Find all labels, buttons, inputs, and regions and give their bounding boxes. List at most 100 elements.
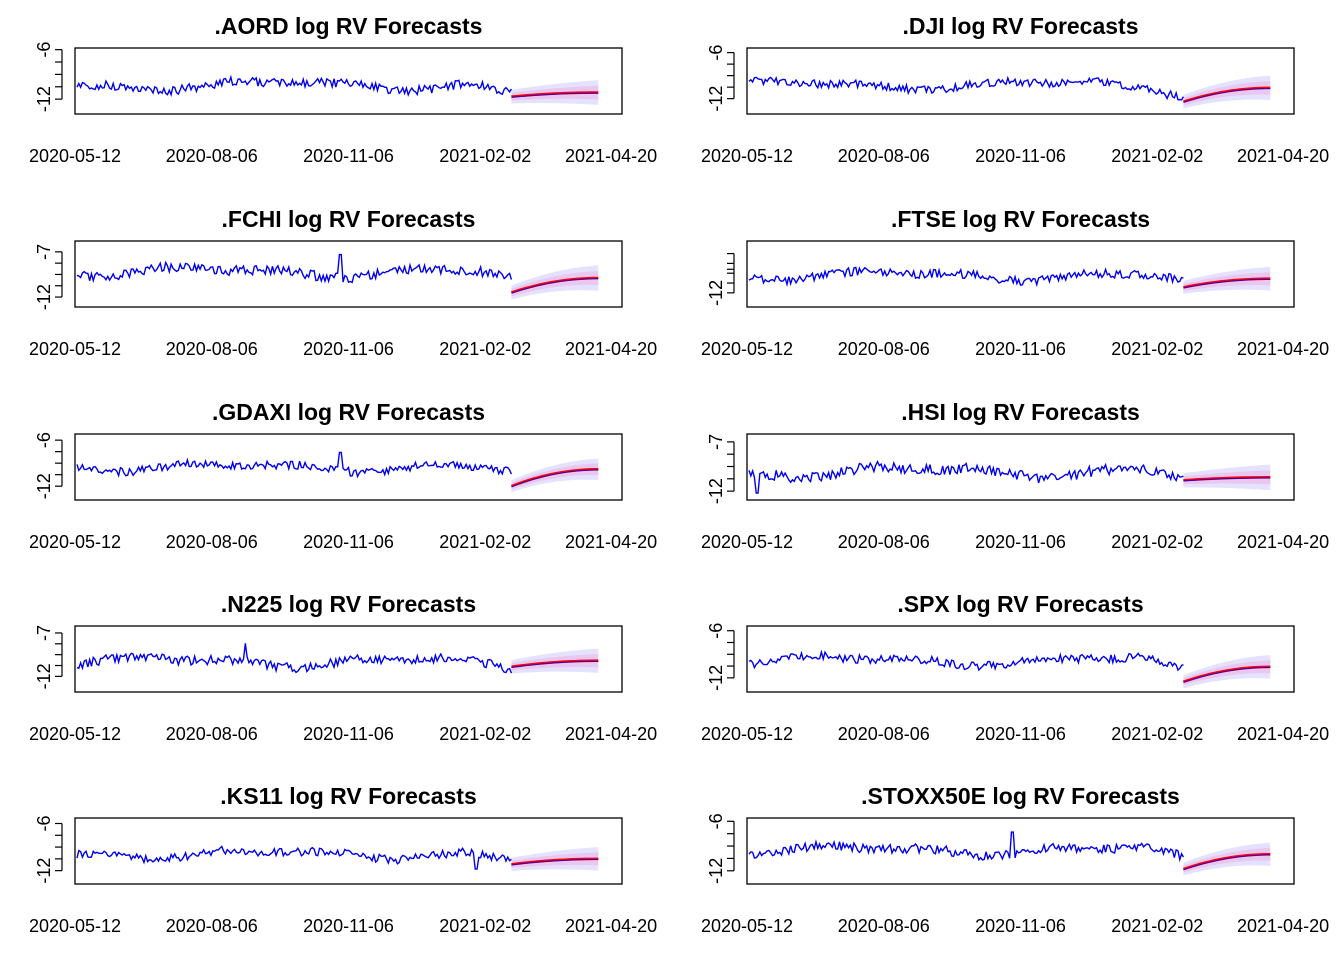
x-tick-label: 2021-02-02 (1111, 916, 1203, 936)
panel-title: .DJI log RV Forecasts (902, 13, 1138, 39)
x-tick-label: 2020-08-06 (838, 532, 930, 552)
forecast-mean-line (1182, 665, 1271, 684)
panel-title: .FTSE log RV Forecasts (891, 206, 1150, 232)
x-tick-label: 2020-08-06 (166, 916, 258, 936)
plot-frame (74, 240, 623, 308)
y-tick-label: -12 (706, 665, 726, 691)
x-tick-label: 2020-11-06 (303, 916, 394, 936)
plot-frame (746, 625, 1295, 693)
panel-3: .FTSE log RV Forecasts -12 2020-05-12 2020-… (701, 206, 1329, 359)
forecast-median-line (1183, 666, 1271, 683)
forecast-mean-line (511, 91, 599, 98)
x-tick-label: 2021-02-02 (1111, 339, 1203, 359)
y-tick-label: -6 (706, 813, 726, 829)
x-tick-label: 2021-04-20 (565, 724, 657, 744)
x-tick-label: 2020-05-12 (701, 916, 793, 936)
history-series-line (76, 845, 512, 870)
x-tick-label: 2021-04-20 (565, 916, 657, 936)
x-tick-label: 2020-08-06 (166, 339, 258, 359)
x-tick-label: 2020-08-06 (838, 339, 930, 359)
y-tick-label: -7 (706, 434, 726, 450)
x-tick-label: 2021-04-20 (1237, 339, 1329, 359)
forecast-median-line (511, 278, 599, 294)
panel-title: .N225 log RV Forecasts (221, 591, 476, 617)
forecast-band-inner (511, 271, 599, 297)
y-tick-label: -12 (706, 858, 726, 884)
x-tick-label: 2020-05-12 (701, 532, 793, 552)
x-tick-label: 2020-08-06 (838, 146, 930, 166)
x-tick-label: 2020-05-12 (29, 339, 121, 359)
x-tick-label: 2021-04-20 (565, 146, 657, 166)
history-series-line (748, 831, 1185, 863)
history-series-line (76, 643, 513, 674)
forecast-mean-line (510, 468, 599, 488)
panel-title: .HSI log RV Forecasts (901, 399, 1140, 425)
panel-1: .DJI log RV Forecasts -6 -12 2020-05-12 2020… (701, 13, 1329, 166)
forecast-median-line (1183, 88, 1271, 103)
x-tick-label: 2021-04-20 (1237, 916, 1329, 936)
plot-frame (74, 47, 623, 115)
x-tick-label: 2021-04-20 (1237, 724, 1329, 744)
x-tick-label: 2021-02-02 (1111, 532, 1203, 552)
x-tick-label: 2020-11-06 (303, 532, 394, 552)
panel-5: .HSI log RV Forecasts -7 -12 2020-05-12 2020… (701, 399, 1329, 552)
forecast-mean-line (1183, 476, 1271, 482)
y-tick-label: -12 (706, 478, 726, 504)
forecast-median-line (1183, 477, 1271, 482)
x-tick-label: 2020-11-06 (975, 916, 1066, 936)
x-tick-label: 2020-05-12 (29, 146, 121, 166)
x-tick-label: 2020-05-12 (701, 724, 793, 744)
x-tick-label: 2021-02-02 (439, 146, 531, 166)
y-tick-label: -6 (34, 42, 54, 58)
panel-2: .FCHI log RV Forecasts -7 -12 2020-05-12 202… (29, 206, 657, 359)
x-tick-label: 2020-11-06 (975, 724, 1066, 744)
panel-title: .FCHI log RV Forecasts (222, 206, 476, 232)
panel-7: .SPX log RV Forecasts -6 -12 2020-05-12 2020… (701, 591, 1329, 744)
plot-frame (746, 240, 1295, 308)
x-tick-label: 2021-02-02 (439, 916, 531, 936)
y-tick-label: -7 (34, 244, 54, 260)
plot-frame (74, 817, 623, 885)
x-tick-label: 2021-02-02 (439, 724, 531, 744)
history-series-line (76, 253, 513, 284)
x-tick-label: 2020-11-06 (303, 724, 394, 744)
panel-title: .SPX log RV Forecasts (897, 591, 1143, 617)
forecast-median-line (511, 660, 599, 668)
forecast-median-line (511, 92, 599, 98)
history-series-line (76, 451, 513, 479)
y-tick-label: -12 (34, 86, 54, 112)
x-tick-label: 2020-05-12 (29, 532, 121, 552)
x-tick-label: 2020-11-06 (975, 339, 1066, 359)
x-tick-label: 2020-08-06 (838, 724, 930, 744)
y-tick-label: -12 (706, 280, 726, 306)
x-tick-label: 2020-11-06 (303, 339, 394, 359)
y-tick-label: -12 (34, 473, 54, 499)
history-series-line (76, 74, 512, 98)
forecast-mean-line (1183, 277, 1271, 289)
panel-4: .GDAXI log RV Forecasts -6 -12 2020-05-12 20… (29, 399, 657, 552)
x-tick-label: 2020-08-06 (166, 532, 258, 552)
plot-frame (746, 47, 1295, 115)
x-tick-label: 2020-05-12 (29, 916, 121, 936)
x-tick-label: 2021-04-20 (1237, 146, 1329, 166)
forecast-median-line (1183, 854, 1271, 871)
x-tick-label: 2021-02-02 (1111, 724, 1203, 744)
panel-title: .STOXX50E log RV Forecasts (861, 783, 1180, 809)
history-series-line (748, 649, 1184, 672)
x-tick-label: 2021-04-20 (565, 532, 657, 552)
y-tick-label: -12 (34, 858, 54, 884)
forecast-mean-line (1183, 86, 1271, 103)
x-tick-label: 2020-05-12 (701, 339, 793, 359)
x-tick-label: 2021-02-02 (439, 532, 531, 552)
panel-title: .GDAXI log RV Forecasts (212, 399, 485, 425)
x-tick-label: 2021-04-20 (1237, 532, 1329, 552)
x-tick-label: 2020-05-12 (701, 146, 793, 166)
x-tick-label: 2020-08-06 (166, 724, 258, 744)
y-tick-label: -12 (706, 86, 726, 112)
forecast-median-line (511, 469, 599, 488)
y-tick-label: -12 (34, 663, 54, 689)
x-tick-label: 2021-04-20 (565, 339, 657, 359)
forecast-band-inner (1183, 81, 1271, 106)
panel-0: .AORD log RV Forecasts -6 -12 2020-05-12 202… (29, 13, 657, 166)
